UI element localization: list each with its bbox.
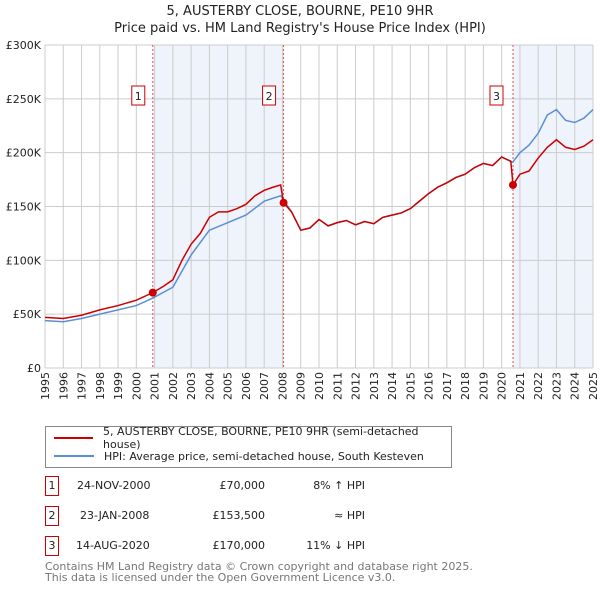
y-tick-label: £0 — [27, 362, 41, 375]
transaction-hpi: ≈ HPI — [334, 509, 365, 522]
x-tick-label: 2000 — [130, 372, 143, 400]
x-tick-label: 1998 — [94, 372, 107, 400]
x-tick-label: 2008 — [276, 372, 289, 400]
x-tick-label: 2011 — [331, 372, 344, 400]
x-tick-label: 1995 — [39, 372, 52, 400]
transaction-price: £70,000 — [219, 479, 266, 492]
x-tick-label: 1999 — [112, 372, 125, 400]
transaction-hpi: 11% ↓ HPI — [306, 539, 365, 552]
x-tick-label: 1997 — [76, 372, 89, 400]
x-tick-label: 2022 — [532, 372, 545, 400]
sale-point — [148, 288, 157, 297]
marker-box — [131, 85, 146, 106]
x-tick-label: 2002 — [167, 372, 180, 400]
x-tick-label: 2009 — [295, 372, 308, 400]
footer: Contains HM Land Registry data © Crown c… — [45, 561, 473, 583]
transaction-row: 1 24-NOV-2000 £70,000 8% ↑ HPI — [45, 476, 445, 496]
x-tick-label: 2005 — [222, 372, 235, 400]
x-tick-label: 1996 — [57, 372, 70, 400]
transaction-row: 2 23-JAN-2008 £153,500 ≈ HPI — [45, 506, 445, 526]
legend-item-property: 5, AUSTERBY CLOSE, BOURNE, PE10 9HR (sem… — [54, 425, 451, 451]
marker-badge: 3 — [45, 536, 59, 556]
sale-point — [508, 180, 517, 189]
marker-label: 3 — [493, 90, 500, 103]
y-tick-label: £250K — [6, 93, 42, 106]
y-tick-label: £300K — [6, 39, 42, 52]
chart-title: 5, AUSTERBY CLOSE, BOURNE, PE10 9HR — [166, 4, 434, 19]
legend-label: 5, AUSTERBY CLOSE, BOURNE, PE10 9HR (sem… — [103, 425, 419, 451]
transaction-date: 23-JAN-2008 — [80, 509, 150, 522]
marker-label: 2 — [266, 90, 273, 103]
transaction-date: 14-AUG-2020 — [76, 539, 150, 552]
x-tick-label: 2001 — [149, 372, 162, 400]
x-tick-label: 2007 — [258, 372, 271, 400]
x-tick-label: 2003 — [185, 372, 198, 400]
chart-subtitle: Price paid vs. HM Land Registry's House … — [114, 21, 486, 36]
legend-label: HPI: Average price, semi-detached house,… — [104, 449, 424, 463]
price-chart: 1995 1996 1997 1998 1999 2000 2001 2002 2003 2004… — [6, 39, 600, 400]
legend-item-hpi: HPI: Average price, semi-detached house,… — [54, 448, 424, 464]
y-tick-label: £100K — [6, 254, 42, 267]
x-tick-label: 2021 — [514, 372, 527, 400]
x-tick-label: 2018 — [459, 372, 472, 400]
transaction-price: £170,000 — [212, 539, 266, 552]
x-tick-label: 2024 — [569, 372, 582, 400]
x-tick-label: 2020 — [496, 372, 509, 400]
x-tick-label: 2015 — [404, 372, 417, 400]
x-tick-label: 2017 — [441, 372, 454, 400]
transaction-date: 24-NOV-2000 — [77, 479, 151, 492]
footer-line: This data is licensed under the Open Gov… — [45, 571, 396, 584]
x-tick-label: 2010 — [313, 372, 326, 400]
y-tick-label: £200K — [6, 147, 42, 160]
transaction-row: 3 14-AUG-2020 £170,000 11% ↓ HPI — [45, 536, 445, 556]
marker-label: 1 — [135, 90, 142, 103]
x-tick-label: 2004 — [203, 372, 216, 400]
x-tick-label: 2016 — [423, 372, 436, 400]
x-tick-label: 2013 — [368, 372, 381, 400]
marker-badge: 1 — [45, 476, 59, 496]
legend-line-blue — [54, 455, 94, 457]
x-tick-label: 2023 — [550, 372, 563, 400]
footer-line: Contains HM Land Registry data © Crown c… — [45, 560, 473, 573]
transaction-price: £153,500 — [212, 509, 266, 522]
y-tick-label: £150K — [6, 201, 42, 214]
x-tick-label: 2006 — [240, 372, 253, 400]
sale-point — [279, 198, 288, 207]
marker-box — [489, 85, 504, 106]
x-tick-label: 2012 — [350, 372, 363, 400]
legend-line-red — [54, 437, 94, 439]
x-tick-label: 2025 — [587, 372, 600, 400]
legend: 5, AUSTERBY CLOSE, BOURNE, PE10 9HR (sem… — [45, 425, 452, 468]
x-tick-label: 2014 — [386, 372, 399, 400]
price-paid-line — [44, 138, 594, 320]
marker-box — [262, 85, 277, 106]
transaction-hpi: 8% ↑ HPI — [313, 479, 365, 492]
y-tick-label: £50K — [13, 308, 42, 321]
x-tick-label: 2019 — [477, 372, 490, 400]
marker-badge: 2 — [45, 506, 59, 526]
